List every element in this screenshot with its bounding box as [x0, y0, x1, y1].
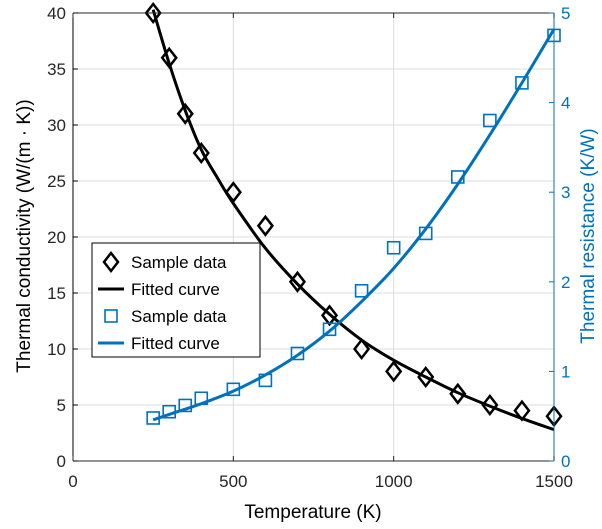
series-0-point: [192, 141, 210, 165]
series-2-point: [515, 76, 529, 90]
legend: Sample data Fitted curve Sample data Fit…: [91, 242, 261, 358]
right-y-tick-label: 4: [561, 94, 570, 113]
series-2-point: [290, 346, 305, 361]
legend-label-sample-data-left: Sample data: [131, 253, 227, 272]
axes: [72, 12, 555, 462]
right-y-tick-label: 3: [561, 183, 570, 202]
series-3-line: [152, 28, 556, 422]
right-y-axis-title: Thermal resistance (K/W): [578, 128, 599, 343]
x-axis-title: Temperature (K): [244, 502, 381, 523]
series-2-point: [483, 113, 497, 128]
series-2-point: [322, 322, 337, 337]
series-0-point: [176, 102, 194, 125]
series-0-point: [256, 214, 274, 237]
legend-label-sample-data-right: Sample data: [131, 307, 227, 326]
series-0-point: [481, 393, 499, 417]
right-y-tick-label: 2: [561, 273, 570, 292]
legend-label-fitted-curve-left: Fitted curve: [131, 280, 220, 299]
left-y-axis-title: Thermal conductivity (W/(m · K)): [14, 99, 35, 372]
left-y-tick-label: 25: [47, 172, 66, 191]
left-y-tick-label: 20: [47, 228, 66, 247]
series-2-point: [386, 240, 401, 255]
legend-diamond: [102, 250, 120, 274]
left-y-tick-label: 30: [47, 116, 66, 135]
series-0-point: [353, 337, 371, 361]
series-0-point: [385, 360, 403, 383]
series-0-point: [144, 1, 162, 25]
left-y-tick-label: 0: [57, 452, 66, 471]
right-y-tick-label: 5: [561, 4, 570, 23]
left-y-tick-label: 5: [57, 396, 66, 415]
right-y-tick-label: 0: [561, 452, 570, 471]
legend-marker-square: [104, 309, 118, 323]
grid: [73, 13, 554, 461]
series-layer: [144, 1, 563, 432]
series-0-point: [320, 304, 339, 327]
left-y-tick-label: 35: [47, 60, 66, 79]
x-tick-label: 0: [68, 472, 77, 491]
left-y-tick-label: 15: [47, 284, 66, 303]
left-y-tick-label: 40: [47, 4, 66, 23]
left-y-tick-label: 10: [47, 340, 66, 359]
legend-square: [104, 309, 118, 323]
x-tick-label: 1500: [535, 472, 573, 491]
x-tick-label: 500: [219, 472, 247, 491]
series-2-point: [354, 283, 369, 298]
legend-box: [91, 242, 261, 358]
legend-label-fitted-curve-right: Fitted curve: [131, 334, 220, 353]
x-tick-label: 1000: [375, 472, 413, 491]
legend-marker-diamond: [102, 250, 120, 274]
right-y-tick-label: 1: [561, 362, 570, 381]
series-1-line: [151, 9, 555, 432]
series-2-point: [178, 398, 193, 413]
